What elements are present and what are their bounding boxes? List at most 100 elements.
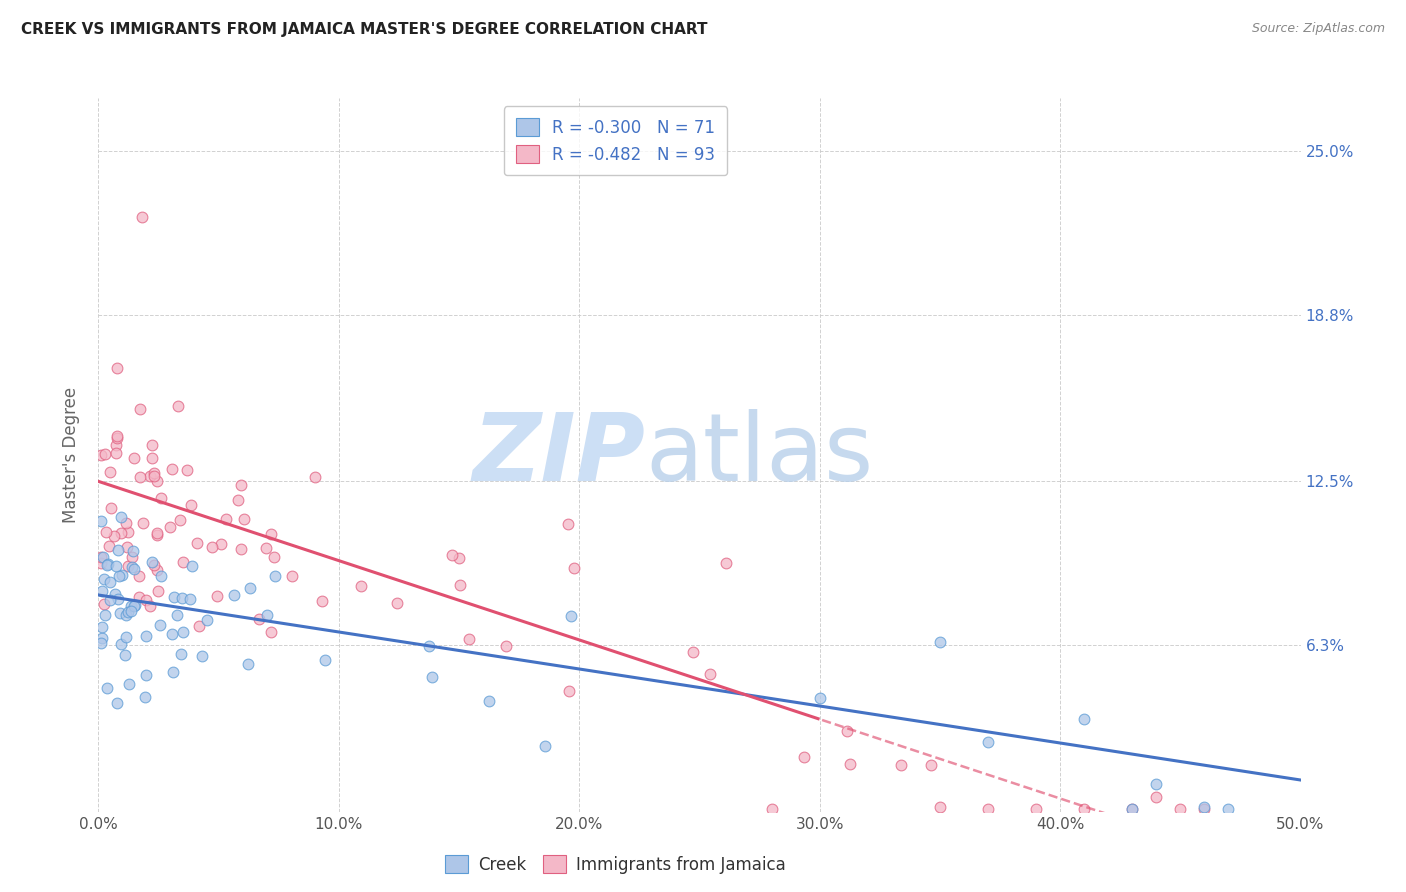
Point (311, 593, 333, 607)
Point (457, 632, 479, 647)
Point (128, 568, 150, 582)
Point (115, 541, 138, 555)
Point (280, 569, 302, 583)
Point (135, 667, 157, 681)
Point (920, 758, 942, 772)
Point (195, 613, 218, 627)
Point (90, 620, 112, 634)
Point (134, 690, 156, 705)
Point (928, 635, 950, 649)
Point (100, 501, 122, 516)
Point (121, 549, 143, 564)
Point (145, 525, 167, 540)
Point (120, 603, 142, 617)
Point (90, 636, 112, 650)
Point (141, 438, 163, 452)
Point (110, 526, 132, 541)
Point (111, 568, 134, 582)
Point (146, 528, 169, 542)
Point (122, 561, 145, 575)
Point (94, 447, 117, 461)
Point (304, 470, 326, 484)
Point (558, 684, 581, 698)
Point (115, 630, 138, 644)
Point (149, 491, 172, 506)
Point (260, 526, 283, 541)
Point (98, 593, 121, 607)
Point (163, 590, 186, 604)
Point (105, 558, 128, 573)
Point (172, 624, 194, 639)
Point (169, 513, 191, 527)
Point (149, 569, 172, 583)
Point (239, 581, 262, 595)
Point (977, 802, 1000, 816)
Point (264, 569, 287, 583)
Point (699, 667, 721, 681)
Point (385, 597, 408, 611)
Point (91, 550, 114, 565)
Point (186, 536, 208, 550)
Point (148, 584, 170, 599)
Point (160, 627, 183, 641)
Point (117, 524, 139, 539)
Text: ZIP: ZIP (472, 409, 645, 501)
Point (115, 516, 138, 531)
Point (682, 645, 704, 659)
Point (110, 637, 132, 651)
Point (96, 681, 118, 695)
Point (167, 399, 190, 413)
Point (124, 598, 146, 612)
Point (105, 360, 128, 375)
Point (977, 735, 1000, 749)
Point (104, 445, 127, 459)
Point (236, 657, 259, 672)
Point (141, 451, 163, 466)
Point (890, 758, 912, 772)
Point (420, 669, 443, 683)
Point (1144, 777, 1167, 791)
Point (247, 612, 270, 626)
Point (222, 588, 245, 602)
Legend: Creek, Immigrants from Jamaica: Creek, Immigrants from Jamaica (433, 844, 797, 886)
Point (229, 477, 252, 491)
Point (159, 519, 181, 533)
Point (128, 590, 150, 604)
Point (1194, 800, 1216, 814)
Point (114, 648, 136, 662)
Point (1073, 802, 1095, 816)
Point (132, 516, 155, 530)
Point (187, 619, 209, 633)
Point (121, 560, 143, 574)
Point (97, 539, 120, 553)
Point (91, 631, 114, 645)
Point (143, 468, 166, 483)
Point (93, 573, 115, 587)
Point (180, 498, 202, 512)
Point (837, 723, 859, 738)
Point (172, 555, 194, 569)
Point (94, 525, 117, 540)
Point (180, 558, 202, 573)
Point (562, 561, 585, 575)
Point (142, 466, 165, 480)
Point (94, 607, 117, 622)
Point (263, 549, 285, 564)
Point (166, 608, 188, 623)
Point (1073, 712, 1095, 726)
Point (226, 492, 249, 507)
Point (761, 802, 783, 816)
Point (201, 541, 224, 555)
Point (105, 431, 128, 445)
Y-axis label: Master's Degree: Master's Degree (62, 387, 80, 523)
Point (350, 579, 373, 593)
Text: atlas: atlas (645, 409, 873, 501)
Point (145, 563, 167, 577)
Point (229, 541, 252, 556)
Point (793, 750, 815, 764)
Point (1121, 802, 1143, 816)
Point (449, 577, 471, 591)
Point (1025, 802, 1047, 816)
Point (176, 462, 198, 476)
Point (215, 512, 238, 526)
